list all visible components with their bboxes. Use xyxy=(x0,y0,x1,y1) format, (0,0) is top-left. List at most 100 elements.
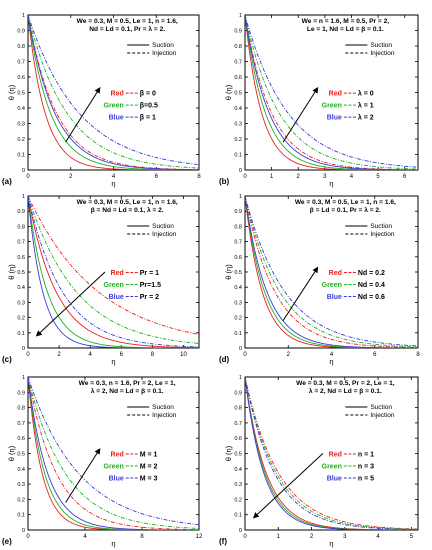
y-tick-label: 0.5 xyxy=(234,452,242,458)
y-tick-label: 0.7 xyxy=(234,60,242,66)
y-tick-label: 0.7 xyxy=(17,240,25,246)
x-tick-label: 0 xyxy=(243,174,247,180)
y-axis-label: θ (η) xyxy=(7,84,16,100)
legend-suction-label: Suction xyxy=(152,42,174,49)
y-tick-label: 0.8 xyxy=(17,406,25,412)
param-label: β = 0 xyxy=(140,91,156,98)
injection-curve-green xyxy=(245,196,418,348)
y-tick-label: 0.8 xyxy=(17,224,25,230)
y-tick-label: 0.6 xyxy=(17,75,25,81)
param-color-name: Red xyxy=(111,452,124,459)
param-label: β = 1 xyxy=(140,115,156,122)
suction-curve-green xyxy=(28,15,199,170)
panel-title: We = 0.3, n = 1.6, Pr = 2, Le = 1, xyxy=(79,380,176,387)
panel-title: Nd = Ld = 0.1, Pr = λ = 2. xyxy=(89,25,165,33)
chart-panel: 0 0.1 0.2 0.3 0.4 0.5 0.6 0.7 0.8 0.9 1 0 1 2 3 4 5 η θ (η… xyxy=(219,375,419,548)
param-label: Pr=1.5 xyxy=(140,282,161,289)
param-label: Nd = 0.2 xyxy=(358,270,385,277)
legend-suction-label: Suction xyxy=(370,223,392,230)
legend-injection-label: Injection xyxy=(152,50,177,57)
panel-label: (b) xyxy=(219,177,230,186)
panel-title: Le = 1, Nd = Ld = β = 0.1. xyxy=(307,26,384,33)
x-tick-label: 2 xyxy=(69,174,73,180)
param-color-name: Red xyxy=(329,91,342,98)
y-tick-label: 0.1 xyxy=(17,153,25,159)
y-tick-label: 0.2 xyxy=(234,497,242,503)
param-color-name: Blue xyxy=(327,294,342,301)
y-tick-label: 1 xyxy=(22,194,25,200)
legend-injection-label: Injection xyxy=(370,50,395,57)
y-tick-label: 0 xyxy=(239,168,242,174)
y-tick-label: 0.1 xyxy=(234,513,242,519)
panel-label: (c) xyxy=(2,355,12,364)
x-tick-label: 4 xyxy=(89,352,93,358)
param-color-name: Green xyxy=(322,282,342,289)
panel-label: (d) xyxy=(219,355,230,364)
chart-panel: 0 0.1 0.2 0.3 0.4 0.5 0.6 0.7 0.8 0.9 1 0 4 8 12 η θ (η)… xyxy=(2,375,203,548)
y-tick-label: 0.2 xyxy=(17,497,25,503)
y-axis-label: θ (η) xyxy=(224,84,233,100)
x-tick-label: 12 xyxy=(196,534,203,540)
injection-curve-blue xyxy=(28,15,199,166)
y-tick-label: 0.7 xyxy=(17,421,25,427)
x-axis-label: η xyxy=(329,539,333,548)
param-color-name: Green xyxy=(322,464,342,471)
injection-curve-green xyxy=(28,377,199,529)
param-label: λ = 2 xyxy=(358,114,374,122)
injection-curve-blue xyxy=(245,196,418,347)
param-color-name: Red xyxy=(111,91,124,98)
y-tick-label: 0.6 xyxy=(234,75,242,81)
y-tick-label: 0.1 xyxy=(234,331,242,337)
param-label: n = 3 xyxy=(358,464,374,471)
y-tick-label: 0.3 xyxy=(234,482,242,488)
x-axis-label: η xyxy=(111,179,115,188)
x-tick-label: 0 xyxy=(26,534,30,540)
x-tick-label: 3 xyxy=(343,534,347,540)
legend-injection-label: Injection xyxy=(370,231,395,238)
y-tick-label: 0.5 xyxy=(234,91,242,97)
panel-title: β = Ld = 0.1, Pr = λ = 2. xyxy=(310,206,381,214)
param-label: Nd = 0.6 xyxy=(358,294,385,301)
param-label: M = 1 xyxy=(140,452,158,459)
y-tick-label: 1 xyxy=(239,194,242,200)
y-tick-label: 0.7 xyxy=(17,60,25,66)
injection-curve-green xyxy=(245,15,418,170)
y-tick-label: 0.9 xyxy=(17,29,25,35)
legend-injection-label: Injection xyxy=(152,412,177,419)
y-tick-label: 0.3 xyxy=(17,300,25,306)
y-axis-label: θ (η) xyxy=(7,264,16,280)
param-label: M = 3 xyxy=(140,476,158,483)
param-label: λ = 1 xyxy=(358,102,374,110)
x-tick-label: 4 xyxy=(376,534,380,540)
y-tick-label: 0.9 xyxy=(234,209,242,215)
trend-arrow xyxy=(282,87,319,143)
param-label: λ = 0 xyxy=(358,90,374,98)
y-tick-label: 0.9 xyxy=(234,390,242,396)
curves xyxy=(28,377,199,530)
panel-title: We = n = 1.6, M = 0.5, Pr = 2, xyxy=(302,18,390,25)
y-tick-label: 0.8 xyxy=(234,406,242,412)
panel-title: λ = 2, Nd = Ld = β = 0.1. xyxy=(91,387,164,395)
y-tick-label: 0.6 xyxy=(234,255,242,261)
curves xyxy=(28,196,199,348)
x-tick-label: 3 xyxy=(323,174,327,180)
y-tick-label: 0 xyxy=(239,528,242,534)
y-tick-label: 0.1 xyxy=(17,331,25,337)
x-tick-label: 6 xyxy=(120,352,124,358)
y-tick-label: 0.8 xyxy=(234,44,242,50)
y-tick-label: 0.3 xyxy=(234,122,242,128)
trend-arrow xyxy=(35,271,106,337)
y-tick-label: 0 xyxy=(239,346,242,352)
y-tick-label: 0.2 xyxy=(17,316,25,322)
y-tick-label: 0.5 xyxy=(234,270,242,276)
x-tick-label: 2 xyxy=(287,352,291,358)
y-tick-label: 1 xyxy=(22,13,25,19)
y-tick-label: 0.7 xyxy=(234,240,242,246)
param-label: n = 5 xyxy=(358,476,374,483)
x-axis-label: η xyxy=(329,357,333,366)
suction-curve-blue xyxy=(28,196,199,348)
x-tick-label: 8 xyxy=(416,352,420,358)
y-tick-label: 0.9 xyxy=(234,29,242,35)
param-color-name: Red xyxy=(111,270,124,277)
y-tick-label: 1 xyxy=(22,375,25,381)
